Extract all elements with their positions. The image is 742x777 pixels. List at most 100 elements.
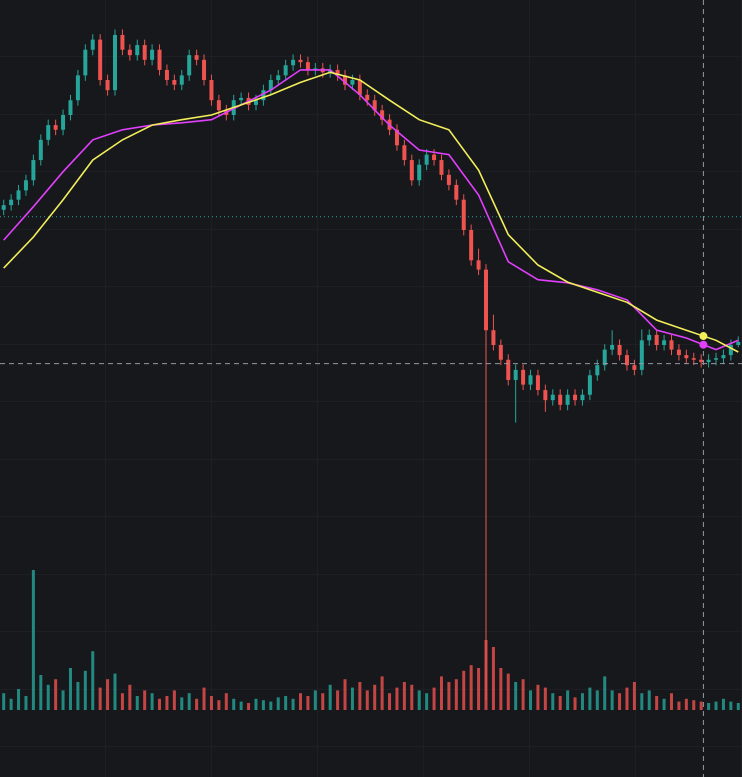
- volume-bar: [120, 693, 124, 710]
- volume-bar: [54, 679, 58, 710]
- volume-bar: [68, 668, 72, 710]
- volume-bar: [469, 665, 473, 710]
- candle-body: [528, 375, 533, 385]
- volume-bar: [239, 701, 243, 710]
- volume-bar: [707, 703, 711, 710]
- candle-body: [75, 75, 80, 101]
- volume-bar: [543, 687, 547, 710]
- volume-bar: [499, 668, 503, 710]
- candle-body: [298, 59, 303, 63]
- candle-body: [9, 199, 14, 206]
- volume-bar: [224, 693, 228, 710]
- volume-bar: [388, 693, 392, 710]
- candle-body: [283, 65, 288, 76]
- candle-body: [365, 94, 370, 101]
- volume-bar: [618, 693, 622, 710]
- volume-bar: [17, 689, 21, 710]
- volume-bar: [350, 687, 354, 710]
- volume-bar: [410, 684, 414, 710]
- volume-bar: [321, 693, 325, 710]
- candle-body: [90, 39, 95, 50]
- candle-body: [209, 80, 214, 101]
- candle-body: [513, 369, 518, 380]
- candle-body: [150, 49, 155, 60]
- volume-bar: [269, 701, 273, 710]
- volume-bar: [209, 696, 213, 710]
- candle-body: [31, 160, 36, 181]
- volume-bar: [610, 690, 614, 710]
- candle-body: [216, 100, 221, 111]
- candle-body: [350, 80, 355, 85]
- volume-bar: [202, 687, 206, 710]
- volume-bar: [46, 684, 50, 710]
- volume-bar: [588, 687, 592, 710]
- candle-body: [432, 154, 437, 161]
- candle-body: [1, 205, 6, 210]
- volume-bar: [313, 690, 317, 710]
- crosshair-dot: [699, 340, 708, 349]
- candle-body: [632, 365, 637, 370]
- candle-body: [343, 75, 348, 85]
- candle-body: [268, 80, 273, 91]
- volume-bar: [491, 647, 495, 710]
- candle-body: [357, 80, 362, 95]
- candle-body: [699, 359, 704, 363]
- volume-bar: [551, 693, 555, 710]
- candle-body: [587, 375, 592, 395]
- volume-bar: [647, 690, 651, 710]
- candle-body: [676, 349, 681, 356]
- volume-bar: [454, 679, 458, 710]
- volume-bar: [143, 690, 147, 710]
- volume-bar: [113, 673, 117, 710]
- candle-body: [639, 340, 644, 370]
- candle-body: [669, 340, 674, 350]
- volume-bar: [721, 698, 725, 710]
- volume-bar: [195, 698, 199, 710]
- candle-body: [68, 100, 73, 115]
- volume-bar: [39, 675, 43, 710]
- volume-bar: [299, 693, 302, 710]
- candle-body: [187, 55, 192, 76]
- volume-bar: [447, 682, 451, 710]
- candle-body: [446, 174, 451, 185]
- candle-body: [394, 129, 399, 146]
- volume-bar: [31, 570, 35, 710]
- volume-bar: [432, 687, 436, 710]
- candle-body: [291, 59, 296, 66]
- candle-body: [550, 394, 555, 401]
- candle-body: [120, 34, 125, 50]
- candle-body: [372, 100, 377, 111]
- candle-body: [654, 334, 659, 345]
- candle-body: [164, 69, 169, 81]
- volume-bar: [336, 690, 340, 710]
- volume-bar: [595, 690, 599, 710]
- candle-body: [179, 75, 184, 85]
- volume-bar: [684, 698, 688, 710]
- volume-bar: [655, 696, 659, 710]
- candle-body: [417, 164, 422, 181]
- candle-body: [142, 45, 147, 60]
- volume-bar: [714, 701, 718, 710]
- moving-average-line: [3, 69, 739, 351]
- volume-bar: [573, 697, 577, 710]
- volume-bar: [402, 682, 406, 710]
- volume-bar: [462, 670, 466, 710]
- candle-body: [714, 358, 719, 360]
- volume-bar: [736, 703, 740, 710]
- volume-bar: [261, 700, 265, 710]
- candle-body: [253, 100, 258, 105]
- candle-body: [484, 269, 488, 331]
- volume-bar: [632, 682, 636, 710]
- candle-body: [706, 359, 711, 363]
- volume-bar: [106, 679, 110, 710]
- volume-bar: [677, 701, 681, 710]
- volume-bar: [439, 676, 443, 710]
- candle-body: [38, 139, 43, 161]
- volume-bar: [165, 696, 169, 710]
- volume-bar: [603, 676, 607, 710]
- volume-bar: [425, 693, 429, 710]
- volume-bar: [536, 684, 540, 710]
- candle-body: [595, 365, 600, 376]
- volume-bar: [365, 690, 369, 710]
